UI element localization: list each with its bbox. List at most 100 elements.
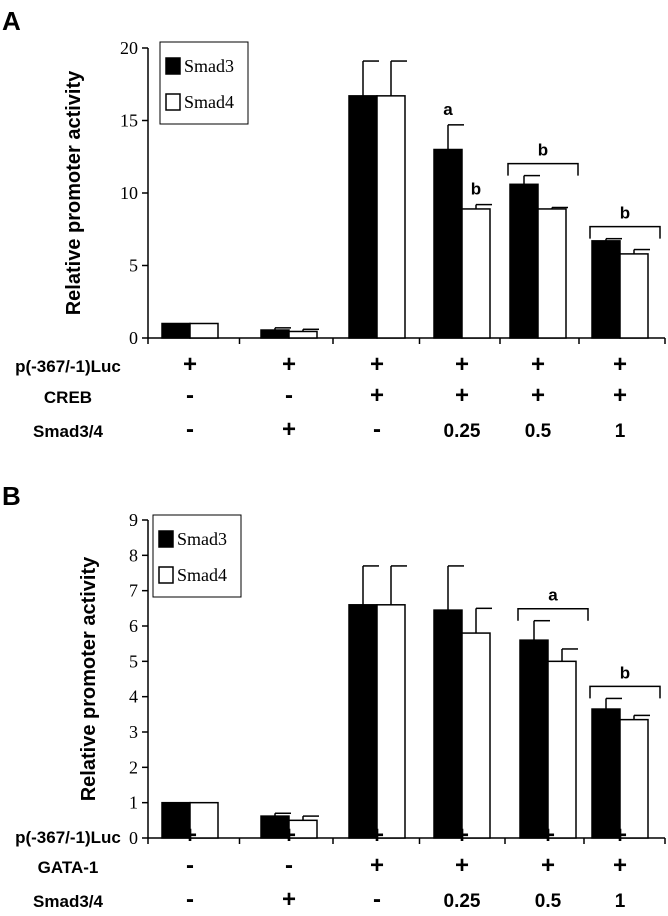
legend-swatch-smad3	[158, 530, 174, 548]
bar-smad4-3	[461, 632, 491, 839]
bar-smad4-2	[376, 604, 406, 839]
legend-label-smad4: Smad4	[184, 92, 234, 112]
y-tick-label: 3	[129, 722, 138, 742]
y-tick-label: 0	[129, 328, 138, 348]
y-tick-label: 8	[129, 545, 138, 565]
condition-value: +	[613, 382, 627, 409]
condition-value: +	[282, 822, 296, 849]
y-tick-label: 6	[129, 616, 138, 636]
bar-smad3-2	[348, 604, 378, 839]
condition-value: +	[282, 351, 296, 378]
y-tick-label: 9	[129, 510, 138, 530]
condition-value: +	[455, 822, 469, 849]
bar-smad4-1	[288, 330, 318, 339]
condition-value: +	[183, 822, 197, 849]
condition-value: +	[370, 822, 384, 849]
condition-row-label: GATA-1	[38, 858, 99, 877]
significance-label: b	[620, 663, 630, 682]
condition-value: +	[183, 351, 197, 378]
condition-value: 1	[615, 421, 626, 442]
condition-value: -	[373, 886, 381, 913]
legend-label-smad3: Smad3	[177, 529, 227, 549]
bar-smad4-2	[376, 95, 406, 339]
bar-smad4-0	[189, 801, 219, 839]
condition-row-label: p(-367/-1)Luc	[15, 357, 121, 376]
bar-smad3-1	[260, 329, 290, 339]
condition-value: -	[285, 852, 293, 879]
legend-swatch-smad4	[165, 93, 181, 111]
bar-smad4-5	[619, 253, 649, 339]
legend-swatch-smad4	[158, 566, 174, 584]
condition-row-label: CREB	[44, 388, 92, 407]
condition-row-label: Smad3/4	[33, 422, 103, 441]
condition-value: -	[186, 382, 194, 409]
bar-smad3-2	[348, 95, 378, 339]
condition-value: -	[186, 416, 194, 443]
y-tick-label: 20	[120, 38, 138, 58]
bar-smad3-0	[161, 322, 191, 339]
legend-swatch-smad3	[165, 57, 181, 75]
condition-value: +	[613, 351, 627, 378]
condition-value: +	[370, 852, 384, 879]
y-tick-label: 7	[129, 581, 138, 601]
condition-row-label: p(-367/-1)Luc	[15, 828, 121, 847]
significance-bracket	[589, 225, 661, 239]
bar-smad3-4	[519, 639, 549, 839]
bar-smad3-3	[433, 609, 463, 839]
bar-smad4-4	[547, 660, 577, 839]
bar-smad3-5	[591, 240, 621, 339]
y-tick-label: 1	[129, 793, 138, 813]
y-axis-label: Relative promoter activity	[63, 70, 85, 315]
condition-value: 0.25	[444, 421, 481, 442]
condition-value: 0.25	[444, 891, 481, 912]
bar-smad3-0	[161, 801, 191, 839]
chart-panel-b: B 0 1 2 3 4 5 6 7 8 9 Relative promoter activity a b S…	[2, 481, 666, 913]
y-tick-label: 5	[129, 651, 138, 671]
y-tick-label: 4	[129, 687, 138, 707]
bar-smad4-3	[461, 208, 491, 339]
bar-smad4-5	[619, 718, 649, 839]
condition-value: +	[370, 382, 384, 409]
y-tick-label: 2	[129, 757, 138, 777]
condition-value: +	[370, 351, 384, 378]
condition-value: +	[541, 822, 555, 849]
panel-label: B	[2, 481, 21, 511]
y-tick-label: 10	[120, 183, 138, 203]
significance-label: a	[443, 100, 453, 119]
significance-label: b	[538, 141, 548, 160]
y-tick-label: 5	[129, 256, 138, 276]
bar-smad4-4	[537, 208, 567, 339]
condition-value: -	[186, 886, 194, 913]
significance-bracket	[507, 162, 579, 176]
condition-value: +	[531, 382, 545, 409]
chart-panel-a: A 0 5 10 15 20 Relative promoter activity a b b b S…	[2, 6, 666, 443]
condition-value: +	[531, 351, 545, 378]
condition-value: +	[455, 852, 469, 879]
condition-value: +	[613, 822, 627, 849]
condition-value: -	[186, 852, 194, 879]
y-axis-label: Relative promoter activity	[78, 556, 100, 801]
bar-smad4-0	[189, 322, 219, 339]
condition-value: 0.5	[525, 421, 552, 442]
condition-value: +	[541, 852, 555, 879]
condition-value: +	[455, 382, 469, 409]
legend-label-smad4: Smad4	[177, 565, 227, 585]
condition-value: +	[455, 351, 469, 378]
y-tick-label: 15	[120, 111, 138, 131]
panel-label: A	[2, 6, 21, 36]
condition-value: 1	[615, 891, 626, 912]
condition-value: 0.5	[535, 891, 562, 912]
legend-label-smad3: Smad3	[184, 56, 234, 76]
significance-bracket	[589, 685, 661, 699]
condition-value: +	[282, 886, 296, 913]
condition-value: -	[285, 382, 293, 409]
bar-smad3-5	[591, 708, 621, 839]
condition-value: -	[373, 416, 381, 443]
significance-label: b	[620, 204, 630, 223]
significance-bracket	[517, 607, 589, 621]
condition-value: +	[282, 416, 296, 443]
condition-value: +	[613, 852, 627, 879]
significance-label: a	[548, 586, 558, 605]
bar-smad3-3	[433, 148, 463, 339]
